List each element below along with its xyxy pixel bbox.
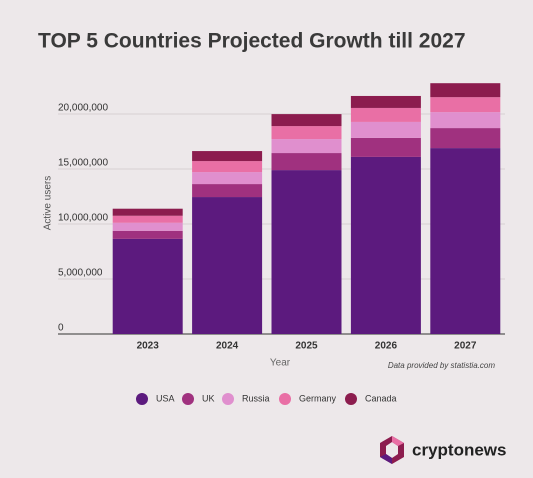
bar-segment [350, 107, 421, 122]
x-tick-label: 2025 [295, 341, 318, 352]
x-tick-label: 2024 [216, 341, 239, 352]
legend-swatch [279, 393, 291, 405]
legend-label: Russia [242, 393, 270, 403]
bar-segment [271, 170, 342, 334]
bar-segment [112, 230, 183, 239]
bar-segment [350, 156, 421, 334]
bar-segment [430, 112, 501, 129]
bar-segment [350, 137, 421, 157]
x-tick-label: 2026 [375, 341, 398, 352]
bar-segment [350, 121, 421, 138]
bar-segment [430, 128, 501, 149]
y-tick-label: 0 [58, 323, 64, 334]
bar-segment [192, 172, 263, 185]
legend-swatch [345, 393, 357, 405]
bar-segment [192, 184, 263, 198]
bar-segment [271, 153, 342, 171]
y-tick-label: 15,000,000 [58, 158, 108, 169]
bar-segment [112, 222, 183, 231]
y-tick-label: 10,000,000 [58, 213, 108, 224]
y-tick-label: 5,000,000 [58, 268, 103, 279]
bar-segment [430, 148, 501, 334]
bar-segment [430, 83, 501, 98]
bar-segment [271, 114, 342, 127]
bar-segment [112, 208, 183, 216]
bar-segment [350, 95, 421, 108]
brand-name: cryptonews [412, 440, 506, 459]
bar-segment [192, 161, 263, 173]
bar-segment [192, 151, 263, 162]
legend-label: Canada [365, 393, 397, 403]
bar-segment [430, 97, 501, 113]
chart-title: TOP 5 Countries Projected Growth till 20… [38, 30, 466, 53]
bar-segment [271, 126, 342, 140]
legend-swatch [136, 393, 148, 405]
bar-segment [112, 238, 183, 334]
legend-swatch [222, 393, 234, 405]
legend-label: Germany [299, 393, 337, 403]
x-tick-label: 2023 [137, 341, 160, 352]
y-tick-label: 20,000,000 [58, 103, 108, 114]
x-tick-label: 2027 [454, 341, 477, 352]
source-note: Data provided by statistia.com [388, 361, 495, 370]
brand-logo [380, 436, 404, 464]
bar-segment [192, 197, 263, 334]
bar-segment [271, 139, 342, 154]
x-axis-label: Year [270, 358, 291, 369]
legend-label: USA [156, 393, 175, 403]
y-axis-label: Active users [43, 176, 54, 230]
bar-segment [112, 215, 183, 223]
legend-label: UK [202, 393, 215, 403]
legend-swatch [182, 393, 194, 405]
